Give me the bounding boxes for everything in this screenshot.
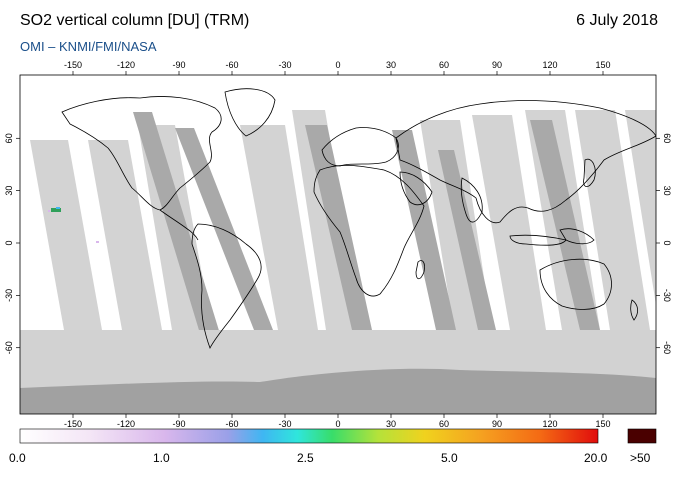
- lat-tick-label-right: 60: [662, 133, 672, 143]
- lat-tick-label-right: -60: [662, 341, 672, 354]
- lon-tick-label-top: 90: [492, 60, 502, 70]
- map-panel: [20, 75, 656, 414]
- colorbar-overflow-label: >50: [630, 451, 651, 465]
- lon-tick-label-top: 150: [595, 60, 610, 70]
- lat-tick-label-right: 0: [662, 240, 672, 245]
- colorbar-label-4: 20.0: [584, 451, 608, 465]
- colorbar-label-1: 1.0: [153, 451, 170, 465]
- lon-tick-label-top: -150: [64, 60, 82, 70]
- lon-tick-label-bottom: 60: [439, 419, 449, 429]
- lon-tick-label-top: 60: [439, 60, 449, 70]
- lon-tick-label-top: 30: [386, 60, 396, 70]
- lon-tick-label-bottom: -150: [64, 419, 82, 429]
- lon-tick-label-bottom: 120: [542, 419, 557, 429]
- colorbar-label-2: 2.5: [297, 451, 314, 465]
- lat-tick-label-right: -30: [662, 289, 672, 302]
- lon-tick-label-bottom: -30: [278, 419, 291, 429]
- lat-tick-label-left: 0: [4, 240, 14, 245]
- lon-tick-label-top: -90: [172, 60, 185, 70]
- lon-tick-label-bottom: -120: [117, 419, 135, 429]
- colorbar-label-0: 0.0: [9, 451, 26, 465]
- so2-hotspots: [48, 207, 99, 243]
- lon-tick-label-top: -30: [278, 60, 291, 70]
- lat-tick-label-left: 60: [4, 133, 14, 143]
- antarctica: [20, 368, 656, 414]
- lon-tick-label-bottom: 90: [492, 419, 502, 429]
- lon-tick-label-bottom: 150: [595, 419, 610, 429]
- colorbar-label-3: 5.0: [441, 451, 458, 465]
- credit-line: OMI – KNMI/FMI/NASA: [20, 39, 157, 54]
- lon-tick-label-top: 0: [335, 60, 340, 70]
- lon-tick-label-bottom: 30: [386, 419, 396, 429]
- colorbar: [19, 428, 599, 444]
- lon-tick-label-top: -60: [225, 60, 238, 70]
- colorbar-overflow-swatch: [627, 428, 657, 444]
- latitude-ticks: 60 60 30 30 0 0 -30 -30 -60 -60: [4, 133, 672, 354]
- map-title: SO2 vertical column [DU] (TRM): [20, 12, 250, 29]
- longitude-ticks: -150 -150 -120 -120 -90 -90 -60 -60 -30 -30 0 0 30 30…: [64, 60, 611, 429]
- lat-tick-label-left: 30: [4, 186, 14, 196]
- lat-tick-label-left: -30: [4, 289, 14, 302]
- lat-tick-label-right: 30: [662, 186, 672, 196]
- lon-tick-label-bottom: -90: [172, 419, 185, 429]
- dark-swaths: [133, 112, 600, 360]
- lon-tick-label-top: 120: [542, 60, 557, 70]
- coastlines: [61, 88, 656, 349]
- lon-tick-label-top: -120: [117, 60, 135, 70]
- lon-tick-label-bottom: -60: [225, 419, 238, 429]
- map-date: 6 July 2018: [576, 12, 658, 29]
- lat-tick-label-left: -60: [4, 341, 14, 354]
- lon-tick-label-bottom: 0: [335, 419, 340, 429]
